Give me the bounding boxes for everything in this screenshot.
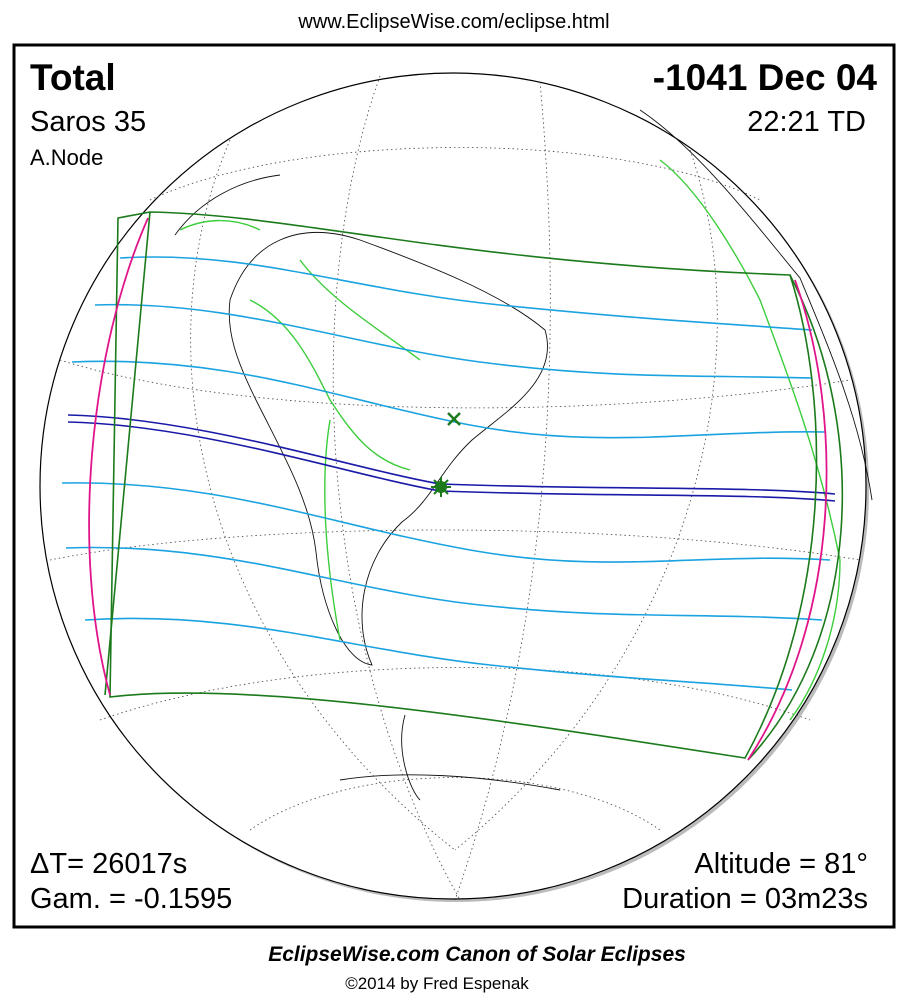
altitude: Altitude = 81° (694, 848, 868, 880)
contour (84, 617, 793, 691)
header-url: www.EclipseWise.com/eclipse.html (297, 11, 609, 33)
antarctica-coast (339, 774, 561, 791)
contour (65, 546, 823, 621)
country-border (249, 299, 411, 471)
antarctic-peninsula (401, 714, 421, 801)
globe-disc (39, 72, 867, 900)
rise-set-curve (747, 279, 828, 761)
subsolar-cross (447, 412, 461, 426)
africa-coast (639, 109, 873, 501)
penumbra-limit (747, 274, 844, 761)
eclipse-date: -1041 Dec 04 (653, 57, 878, 98)
star-ray (433, 479, 449, 495)
rise-set-curve (88, 217, 149, 696)
landmasses (174, 109, 873, 801)
footer-title: EclipseWise.com Canon of Solar Eclipses (268, 943, 686, 966)
cross-stroke (447, 412, 461, 426)
penumbra-limit (104, 211, 151, 696)
contour (61, 482, 831, 563)
delta-t: ΔT= 26017s (30, 848, 187, 880)
penumbra-limit (109, 211, 818, 759)
meridian (454, 149, 718, 851)
duration: Duration = 03m23s (622, 883, 868, 915)
parallel (49, 529, 861, 561)
greatest-eclipse-star (431, 477, 451, 497)
country-border (324, 419, 341, 641)
parallel (149, 147, 761, 201)
country-border (179, 219, 261, 231)
contour (71, 360, 826, 439)
contour (94, 303, 813, 379)
eclipse-time: 22:21 TD (747, 106, 866, 138)
eclipse-path (61, 211, 844, 761)
graticule (49, 75, 861, 901)
saros: Saros 35 (30, 106, 146, 138)
south-america (228, 232, 548, 666)
globe (39, 72, 873, 902)
country-border (659, 159, 841, 721)
node: A.Node (30, 145, 103, 170)
meridian (332, 75, 461, 901)
gamma: Gam. = -0.1595 (30, 883, 232, 915)
eclipse-type: Total (30, 57, 116, 98)
footer-copyright: ©2014 by Fred Espenak (345, 974, 529, 993)
contour (119, 256, 813, 331)
meridian (454, 81, 551, 901)
central-america (174, 174, 281, 236)
